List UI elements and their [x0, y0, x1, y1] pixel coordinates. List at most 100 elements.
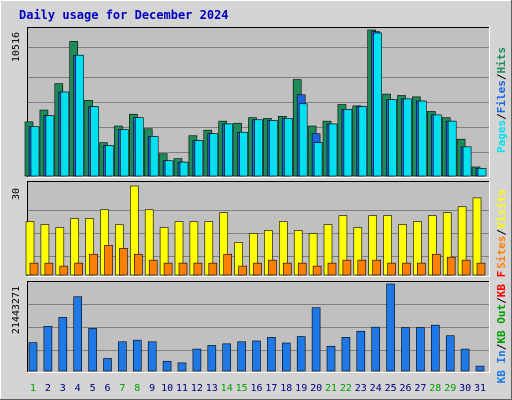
x-tick-label: 22	[340, 383, 352, 394]
x-tick-label: 14	[221, 383, 233, 394]
bar-pages	[358, 106, 368, 177]
bar-pages	[149, 136, 159, 177]
bar-kb-in	[252, 340, 261, 372]
legend-entry: Pages	[495, 120, 508, 153]
x-tick-label: 12	[191, 383, 203, 394]
bar-kb-in	[401, 327, 410, 372]
bar-kb-in	[207, 345, 217, 372]
legend-kbytes: KB In/KB Out/KB F	[495, 271, 508, 384]
bar-kb-in	[371, 326, 381, 372]
bar-pages	[447, 120, 457, 177]
legend-entry: Visits	[495, 189, 508, 229]
bar-sites	[119, 248, 128, 276]
bar-pages	[105, 145, 114, 177]
bar-sites	[461, 259, 471, 276]
bar-kb-in	[43, 326, 53, 372]
x-tick-label: 3	[60, 383, 66, 394]
bar-sites	[163, 262, 173, 276]
bar-sites	[402, 262, 411, 276]
x-tick-label: 7	[119, 383, 125, 394]
bar-kb-in	[147, 341, 157, 372]
x-tick-label: 23	[355, 383, 367, 394]
legend-entry: KB In	[495, 350, 508, 383]
bar-sites	[312, 265, 322, 276]
bar-sites	[357, 259, 367, 276]
bar-pages	[60, 91, 70, 177]
bar-pages	[45, 115, 55, 177]
legend-separator: /	[495, 297, 508, 304]
bar-sites	[417, 262, 426, 276]
bar-sites	[431, 253, 441, 276]
bar-pages	[462, 146, 472, 177]
x-tick-label: 27	[414, 383, 426, 394]
x-tick-label: 11	[176, 383, 188, 394]
bar-pages	[194, 140, 204, 177]
bar-kb-in	[445, 335, 455, 372]
bar-kb-in	[88, 328, 97, 372]
bar-sites	[372, 259, 382, 276]
x-tick-label: 2	[45, 383, 51, 394]
bar-sites	[104, 245, 113, 276]
bar-kb-in	[296, 336, 306, 372]
y-max-label: 21443271	[11, 286, 22, 334]
x-tick-label: 25	[385, 383, 397, 394]
bar-pages	[30, 126, 40, 177]
x-tick-label: 17	[265, 383, 277, 394]
bar-sites	[476, 262, 486, 276]
x-tick-label: 28	[429, 383, 441, 394]
bar-pages	[269, 120, 278, 177]
bar-pages	[135, 117, 144, 177]
bar-pages	[239, 131, 248, 177]
bar-pages	[75, 54, 84, 177]
bar-pages	[432, 114, 442, 177]
legend-hits-files-pages: Pages/Files/Hits	[495, 47, 508, 153]
bar-sites	[193, 262, 203, 276]
x-tick-label: 31	[474, 383, 486, 394]
legend-entry: Files	[495, 80, 508, 113]
bar-kb-in	[267, 337, 276, 372]
x-tick-label: 29	[444, 383, 456, 394]
x-tick-label: 20	[310, 383, 322, 394]
x-tick-label: 5	[90, 383, 96, 394]
bar-sites	[59, 265, 69, 276]
bar-sites	[446, 256, 456, 276]
bar-sites	[253, 262, 262, 276]
legend-entry: KB F	[495, 271, 508, 298]
bar-pages	[343, 109, 353, 177]
legend-entry: KB Out	[495, 304, 508, 344]
legend-entry: Sites	[495, 236, 508, 269]
bar-sites	[342, 259, 352, 276]
bar-pages	[254, 119, 263, 177]
bar-sites	[208, 262, 218, 276]
x-tick-label: 13	[206, 383, 218, 394]
bar-pages	[164, 160, 174, 177]
bar-sites	[89, 253, 98, 276]
x-tick-label: 18	[280, 383, 292, 394]
x-tick-label: 10	[161, 383, 173, 394]
x-tick-label: 30	[459, 383, 471, 394]
bar-kb-in	[222, 343, 231, 372]
bar-pages	[90, 106, 99, 177]
bar-kb-in	[430, 324, 440, 372]
bar-pages	[388, 99, 397, 177]
bar-kb-in	[237, 341, 246, 372]
bar-pages	[224, 123, 233, 177]
bar-kb-in	[28, 342, 38, 372]
bar-kb-in	[386, 283, 395, 372]
bar-pages	[477, 168, 487, 177]
bar-sites	[178, 262, 188, 276]
legend-visits-sites: Sites/Visits	[495, 189, 508, 269]
bar-kb-in	[133, 339, 142, 372]
bar-pages	[403, 98, 412, 177]
bar-kb-in	[73, 296, 82, 372]
bar-sites	[134, 253, 143, 276]
bar-pages	[418, 100, 427, 177]
bar-kb-in	[326, 345, 336, 372]
bar-kb-in	[177, 362, 187, 372]
legend-entry: Hits	[495, 47, 508, 74]
bar-pages	[298, 103, 308, 177]
bar-sites	[223, 253, 232, 276]
bar-sites	[238, 265, 247, 276]
bar-sites	[387, 262, 396, 276]
